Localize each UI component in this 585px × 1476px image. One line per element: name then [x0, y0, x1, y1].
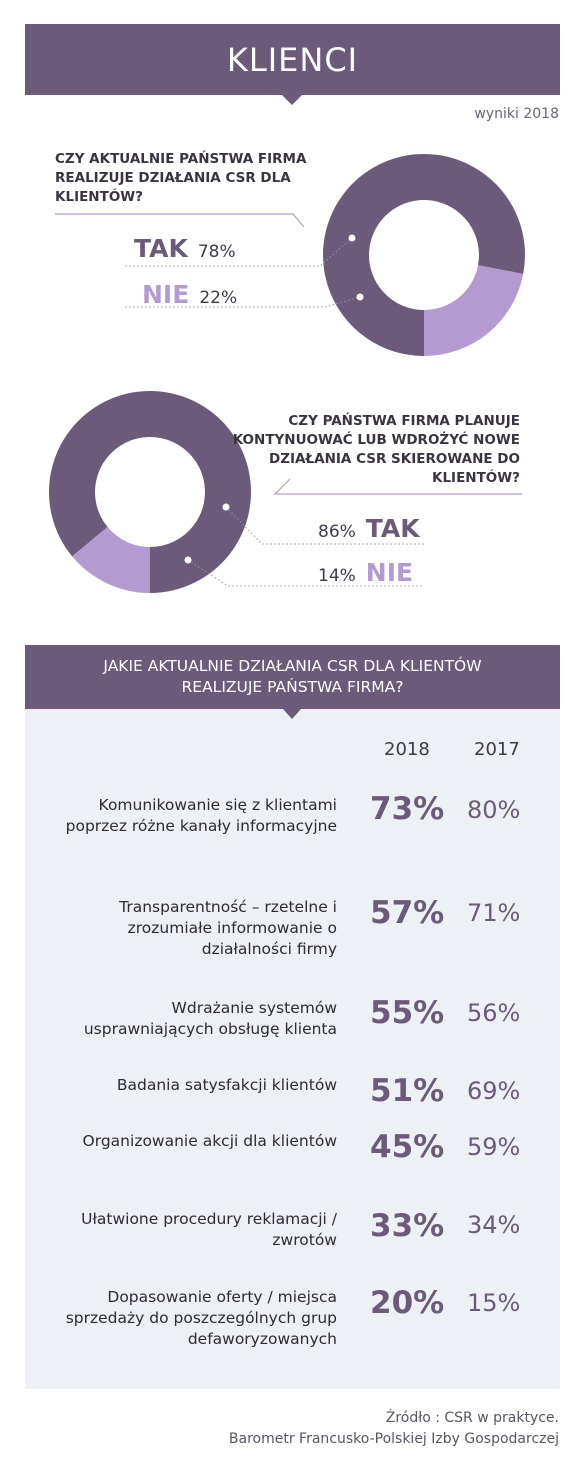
donut-2-slice-nie [72, 527, 150, 593]
question-2: CZY PAŃSTWA FIRMA PLANUJE KONTYNUOWAĆ LU… [232, 413, 520, 486]
row-label-4: Badania satysfakcji klientów [116, 1076, 337, 1094]
answer-tak-2: 86% TAK [318, 514, 420, 543]
row-value-2018-7: 20% [370, 1285, 445, 1321]
row-value-2017-5: 59% [467, 1133, 521, 1161]
row-value-2018-6: 33% [370, 1208, 445, 1244]
column-header-2018: 2018 [384, 739, 430, 760]
answer-nie-2-value: 14% [318, 566, 356, 586]
row-value-2018-1: 73% [370, 791, 445, 827]
question-3: JAKIE AKTUALNIE DZIAŁANIA CSR DLA KLIENT… [103, 657, 482, 696]
donut-charts-svg [48, 153, 525, 593]
row-value-2018-4: 51% [370, 1073, 445, 1109]
donut-1-slice-nie [424, 265, 524, 356]
row-value-2017-7: 15% [467, 1289, 521, 1317]
table-panel [25, 709, 560, 1389]
answer-nie-1-label: NIE [142, 280, 190, 309]
leader-tak-2 [225, 506, 424, 545]
answer-tak-1-label: TAK [134, 234, 188, 263]
title-notch [282, 95, 302, 105]
row-label-5: Organizowanie akcji dla klientów [82, 1132, 337, 1150]
row-label-3: Wdrażanie systemów usprawniających obsłu… [83, 999, 337, 1038]
marker-tak-2 [222, 503, 230, 511]
row-value-2018-5: 45% [370, 1129, 445, 1165]
row-label-6: Ułatwione procedury reklamacji / zwrotów [81, 1210, 337, 1249]
answer-nie-2-label: NIE [365, 558, 414, 587]
answer-nie-1-value: 22% [199, 288, 238, 308]
row-value-2018-2: 57% [370, 895, 445, 931]
answer-tak-1-value: 78% [197, 242, 236, 262]
row-label-1: Komunikowanie się z klientami poprzez ró… [65, 796, 337, 835]
question-1: CZY AKTUALNIE PAŃSTWA FIRMA REALIZUJE DZ… [55, 151, 307, 205]
donut-chart-2 [48, 390, 251, 593]
donut-2-slice-tak [48, 390, 251, 593]
leader-nie-1 [125, 296, 361, 308]
question-2-underline [273, 478, 522, 495]
source-line-2: Barometr Francusko-Polskiej Izby Gospoda… [228, 1431, 559, 1447]
donut-1-slice-tak [322, 153, 525, 356]
row-value-2017-1: 80% [467, 796, 521, 824]
year-note: wyniki 2018 [474, 106, 559, 122]
row-label-2: Transparentność – rzetelne i zrozumiałe … [119, 898, 337, 958]
question-3-notch [283, 709, 301, 719]
column-header-2017: 2017 [474, 739, 520, 760]
question-3-banner: JAKIE AKTUALNIE DZIAŁANIA CSR DLA KLIENT… [25, 645, 560, 709]
question-1-underline [55, 213, 305, 228]
title-banner: KLIENCI [25, 24, 560, 95]
row-value-2017-6: 34% [467, 1211, 521, 1239]
leader-tak-1 [125, 237, 353, 267]
row-value-2017-3: 56% [467, 999, 521, 1027]
marker-nie-2 [184, 556, 192, 564]
row-value-2017-2: 71% [467, 899, 521, 927]
answer-nie-1: NIE 22% [142, 280, 237, 309]
donut-chart-1 [322, 153, 525, 356]
marker-nie-1 [356, 293, 364, 301]
source-note: Źródło : CSR w praktyce. Barometr Francu… [229, 1408, 559, 1450]
marker-tak-1 [348, 234, 356, 242]
row-value-2017-4: 69% [467, 1077, 521, 1105]
answer-tak-2-value: 86% [318, 522, 356, 542]
row-label-7: Dopasowanie oferty / miejsca sprzedaży d… [65, 1288, 337, 1348]
answer-tak-2-label: TAK [365, 514, 420, 543]
answer-nie-2: 14% NIE [318, 558, 413, 587]
answer-tak-1: TAK 78% [134, 234, 236, 263]
page-title: KLIENCI [226, 40, 359, 79]
source-line-1: Źródło : CSR w praktyce. [385, 1410, 559, 1426]
row-value-2018-3: 55% [370, 995, 445, 1031]
